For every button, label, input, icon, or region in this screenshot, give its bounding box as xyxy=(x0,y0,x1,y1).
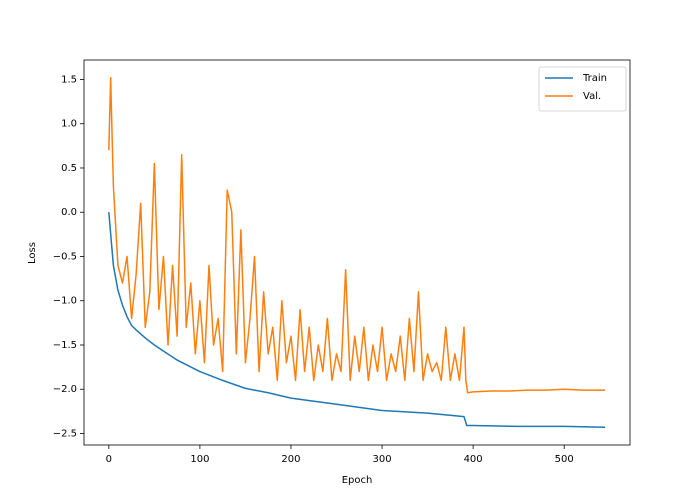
legend-label: Train xyxy=(582,73,607,84)
x-tick-label: 500 xyxy=(555,454,574,465)
legend-label: Val. xyxy=(583,91,601,102)
y-axis-label: Loss xyxy=(27,242,38,264)
y-tick-label: −2.5 xyxy=(53,428,77,439)
y-tick-label: −1.0 xyxy=(53,296,77,307)
x-tick-label: 100 xyxy=(190,454,209,465)
x-tick-label: 300 xyxy=(372,454,391,465)
y-tick-label: −2.0 xyxy=(53,384,77,395)
y-tick-label: 0.5 xyxy=(61,163,77,174)
y-tick-label: 1.0 xyxy=(61,119,77,130)
y-tick-label: −0.5 xyxy=(53,251,77,262)
series-line xyxy=(108,212,606,429)
x-tick-label: 0 xyxy=(106,454,112,465)
x-axis-label: Epoch xyxy=(342,475,373,486)
y-tick-label: 1.5 xyxy=(61,74,77,85)
x-tick-label: 200 xyxy=(281,454,300,465)
y-tick-label: −1.5 xyxy=(53,340,77,351)
y-tick-label: 0.0 xyxy=(61,207,77,218)
plot-frame xyxy=(83,59,631,446)
x-tick-label: 400 xyxy=(464,454,483,465)
series-line xyxy=(108,76,606,394)
